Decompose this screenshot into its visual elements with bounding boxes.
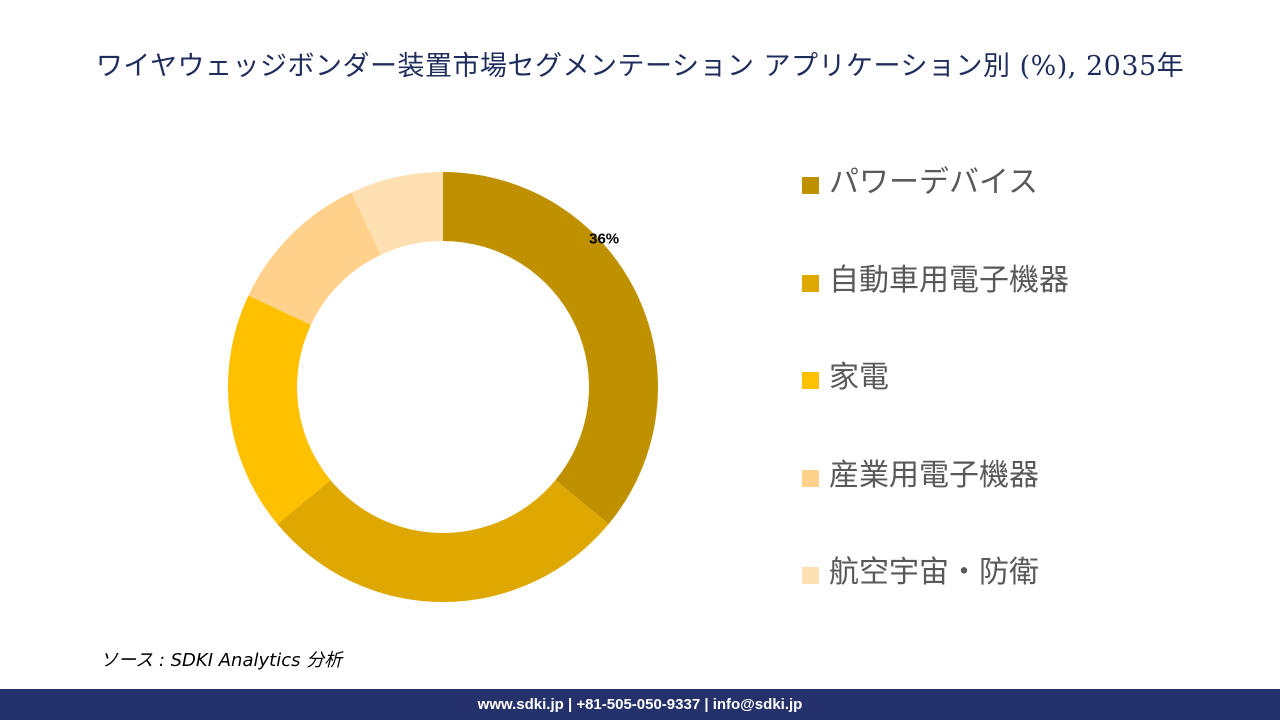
data-label-slice-1: 36%: [589, 230, 619, 247]
legend-swatch-2: [802, 274, 819, 292]
donut-slice-1: [443, 172, 658, 525]
legend-label-2: 自動車用電子機器: [829, 262, 1069, 298]
chart-legend: パワーデバイス 自動車用電子機器 家電産業用電子機器 航空宇宙・防衛: [802, 162, 1069, 650]
footer-contact: www.sdki.jp | +81-505-050-9337 | info@sd…: [477, 696, 803, 713]
donut-slice-2: [277, 480, 609, 602]
legend-item-3: 家電: [802, 357, 1069, 455]
footer-bar: www.sdki.jp | +81-505-050-9337 | info@sd…: [0, 689, 1280, 720]
donut-slice-5: [351, 172, 443, 255]
legend-swatch-5: [802, 567, 819, 584]
legend-item-1: パワーデバイス: [802, 162, 1069, 260]
legend-swatch-1: [802, 177, 819, 194]
legend-item-5: 航空宇宙・防衛: [802, 552, 1069, 650]
legend-item-4: 産業用電子機器: [802, 455, 1069, 553]
legend-swatch-3: [802, 372, 819, 389]
chart-title: ワイヤウェッジボンダー装置市場セグメンテーション アプリケーション別 (%), …: [95, 51, 1185, 82]
legend-label-4: 産業用電子機器: [829, 457, 1039, 493]
legend-label-1: パワーデバイス: [829, 165, 1039, 200]
legend-swatch-4: [802, 469, 819, 487]
donut-slice-3: [227, 295, 331, 525]
legend-label-3: 家電: [829, 360, 889, 395]
donut-slice-4: [248, 192, 381, 325]
source-note: ソース : SDKI Analytics 分析: [100, 650, 343, 671]
legend-item-2: 自動車用電子機器: [802, 260, 1069, 358]
legend-label-5: 航空宇宙・防衛: [829, 555, 1039, 590]
